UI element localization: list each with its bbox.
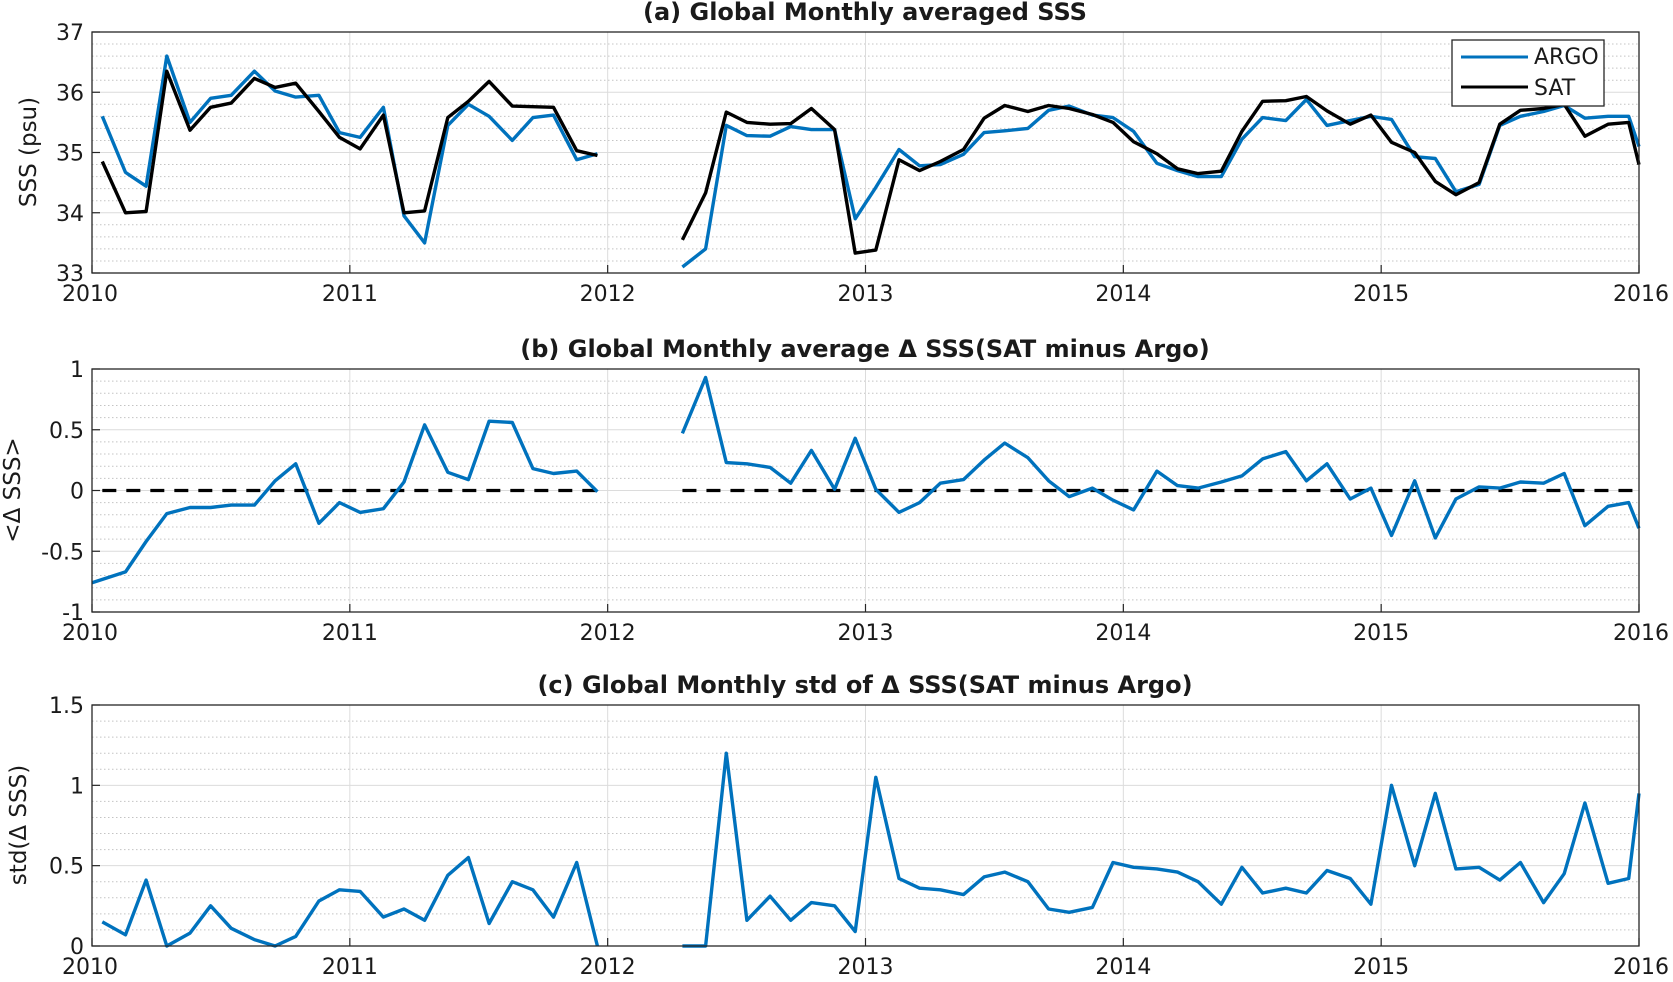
delta-sss-series-line [91, 375, 1641, 585]
y-tick-label: 33 [56, 262, 84, 287]
panel-c-series [101, 751, 1641, 948]
x-tick-label: 2011 [322, 621, 378, 646]
panel-b-y-ticks: -1 -0.5 0 0.5 1 [41, 358, 100, 626]
y-tick-label: 0.5 [49, 419, 84, 444]
panel-a-series [100, 54, 1641, 269]
y-tick-label: 0 [70, 480, 84, 505]
x-tick-label: 2016 [1613, 621, 1669, 646]
x-tick-label: 2015 [1353, 955, 1409, 980]
panel-b-grid [91, 368, 1640, 613]
x-tick-label: 2014 [1095, 621, 1151, 646]
y-tick-label: 34 [56, 202, 84, 227]
y-tick-label: -1 [62, 601, 84, 626]
legend-sat-label: SAT [1534, 76, 1576, 101]
x-tick-label: 2011 [322, 282, 378, 307]
y-tick-label: 0 [70, 935, 84, 960]
x-tick-label: 2010 [62, 955, 118, 980]
x-tick-label: 2013 [838, 955, 894, 980]
panel-a-y-axis-label: SSS (psu) [16, 97, 42, 207]
y-tick-label: 1 [70, 358, 84, 383]
panel-b-series [91, 375, 1641, 585]
panel-c-y-axis-label: std(Δ SSS) [6, 765, 32, 885]
panel-c-std-delta-sss: 0 0.5 1 1.5 2010 2011 2012 2013 2014 2015 2016 (c… [6, 671, 1669, 980]
panel-b-title: (b) Global Monthly average Δ SSS(SAT min… [520, 335, 1209, 363]
panel-a-x-ticks: 2010 2011 2012 2013 2014 2015 2016 [62, 265, 1669, 307]
panel-a-title: (a) Global Monthly averaged SSS [643, 0, 1087, 26]
y-tick-label: 1.5 [49, 694, 84, 719]
x-tick-label: 2010 [62, 621, 118, 646]
panel-b-y-axis-label: <Δ SSS> [0, 437, 26, 542]
y-tick-label: 1 [70, 774, 84, 799]
x-tick-label: 2015 [1353, 282, 1409, 307]
legend-argo-label: ARGO [1534, 45, 1599, 70]
panel-c-title: (c) Global Monthly std of Δ SSS(SAT minu… [537, 671, 1192, 699]
x-tick-label: 2012 [580, 621, 636, 646]
x-tick-label: 2010 [62, 282, 118, 307]
panel-c-y-ticks: 0 0.5 1 1.5 [49, 694, 100, 960]
x-tick-label: 2014 [1095, 955, 1151, 980]
sat-series-line [100, 69, 1641, 255]
x-tick-label: 2013 [838, 621, 894, 646]
y-tick-label: 36 [56, 81, 84, 106]
x-tick-label: 2012 [580, 955, 636, 980]
x-tick-label: 2016 [1613, 282, 1669, 307]
y-tick-label: 35 [56, 142, 84, 167]
legend-box [1451, 39, 1605, 107]
panel-b-x-ticks: 2010 2011 2012 2013 2014 2015 2016 [62, 604, 1669, 646]
x-tick-label: 2012 [580, 282, 636, 307]
x-tick-label: 2014 [1095, 282, 1151, 307]
x-tick-label: 2016 [1613, 955, 1669, 980]
panel-a-y-ticks: 33 34 35 36 37 [56, 21, 100, 287]
x-tick-label: 2013 [838, 282, 894, 307]
panel-c-x-ticks: 2010 2011 2012 2013 2014 2015 2016 [62, 938, 1669, 980]
x-tick-label: 2015 [1353, 621, 1409, 646]
y-tick-label: -0.5 [41, 540, 84, 565]
y-tick-label: 37 [56, 21, 84, 46]
delta-sss-series-line [101, 751, 1641, 948]
x-tick-label: 2011 [322, 955, 378, 980]
y-tick-label: 0.5 [49, 855, 84, 880]
panel-a-legend: ARGO SAT [1451, 39, 1605, 107]
panel-b-delta-sss: -1 -0.5 0 0.5 1 2010 2011 2012 2013 2014 2015 2016… [0, 335, 1669, 646]
